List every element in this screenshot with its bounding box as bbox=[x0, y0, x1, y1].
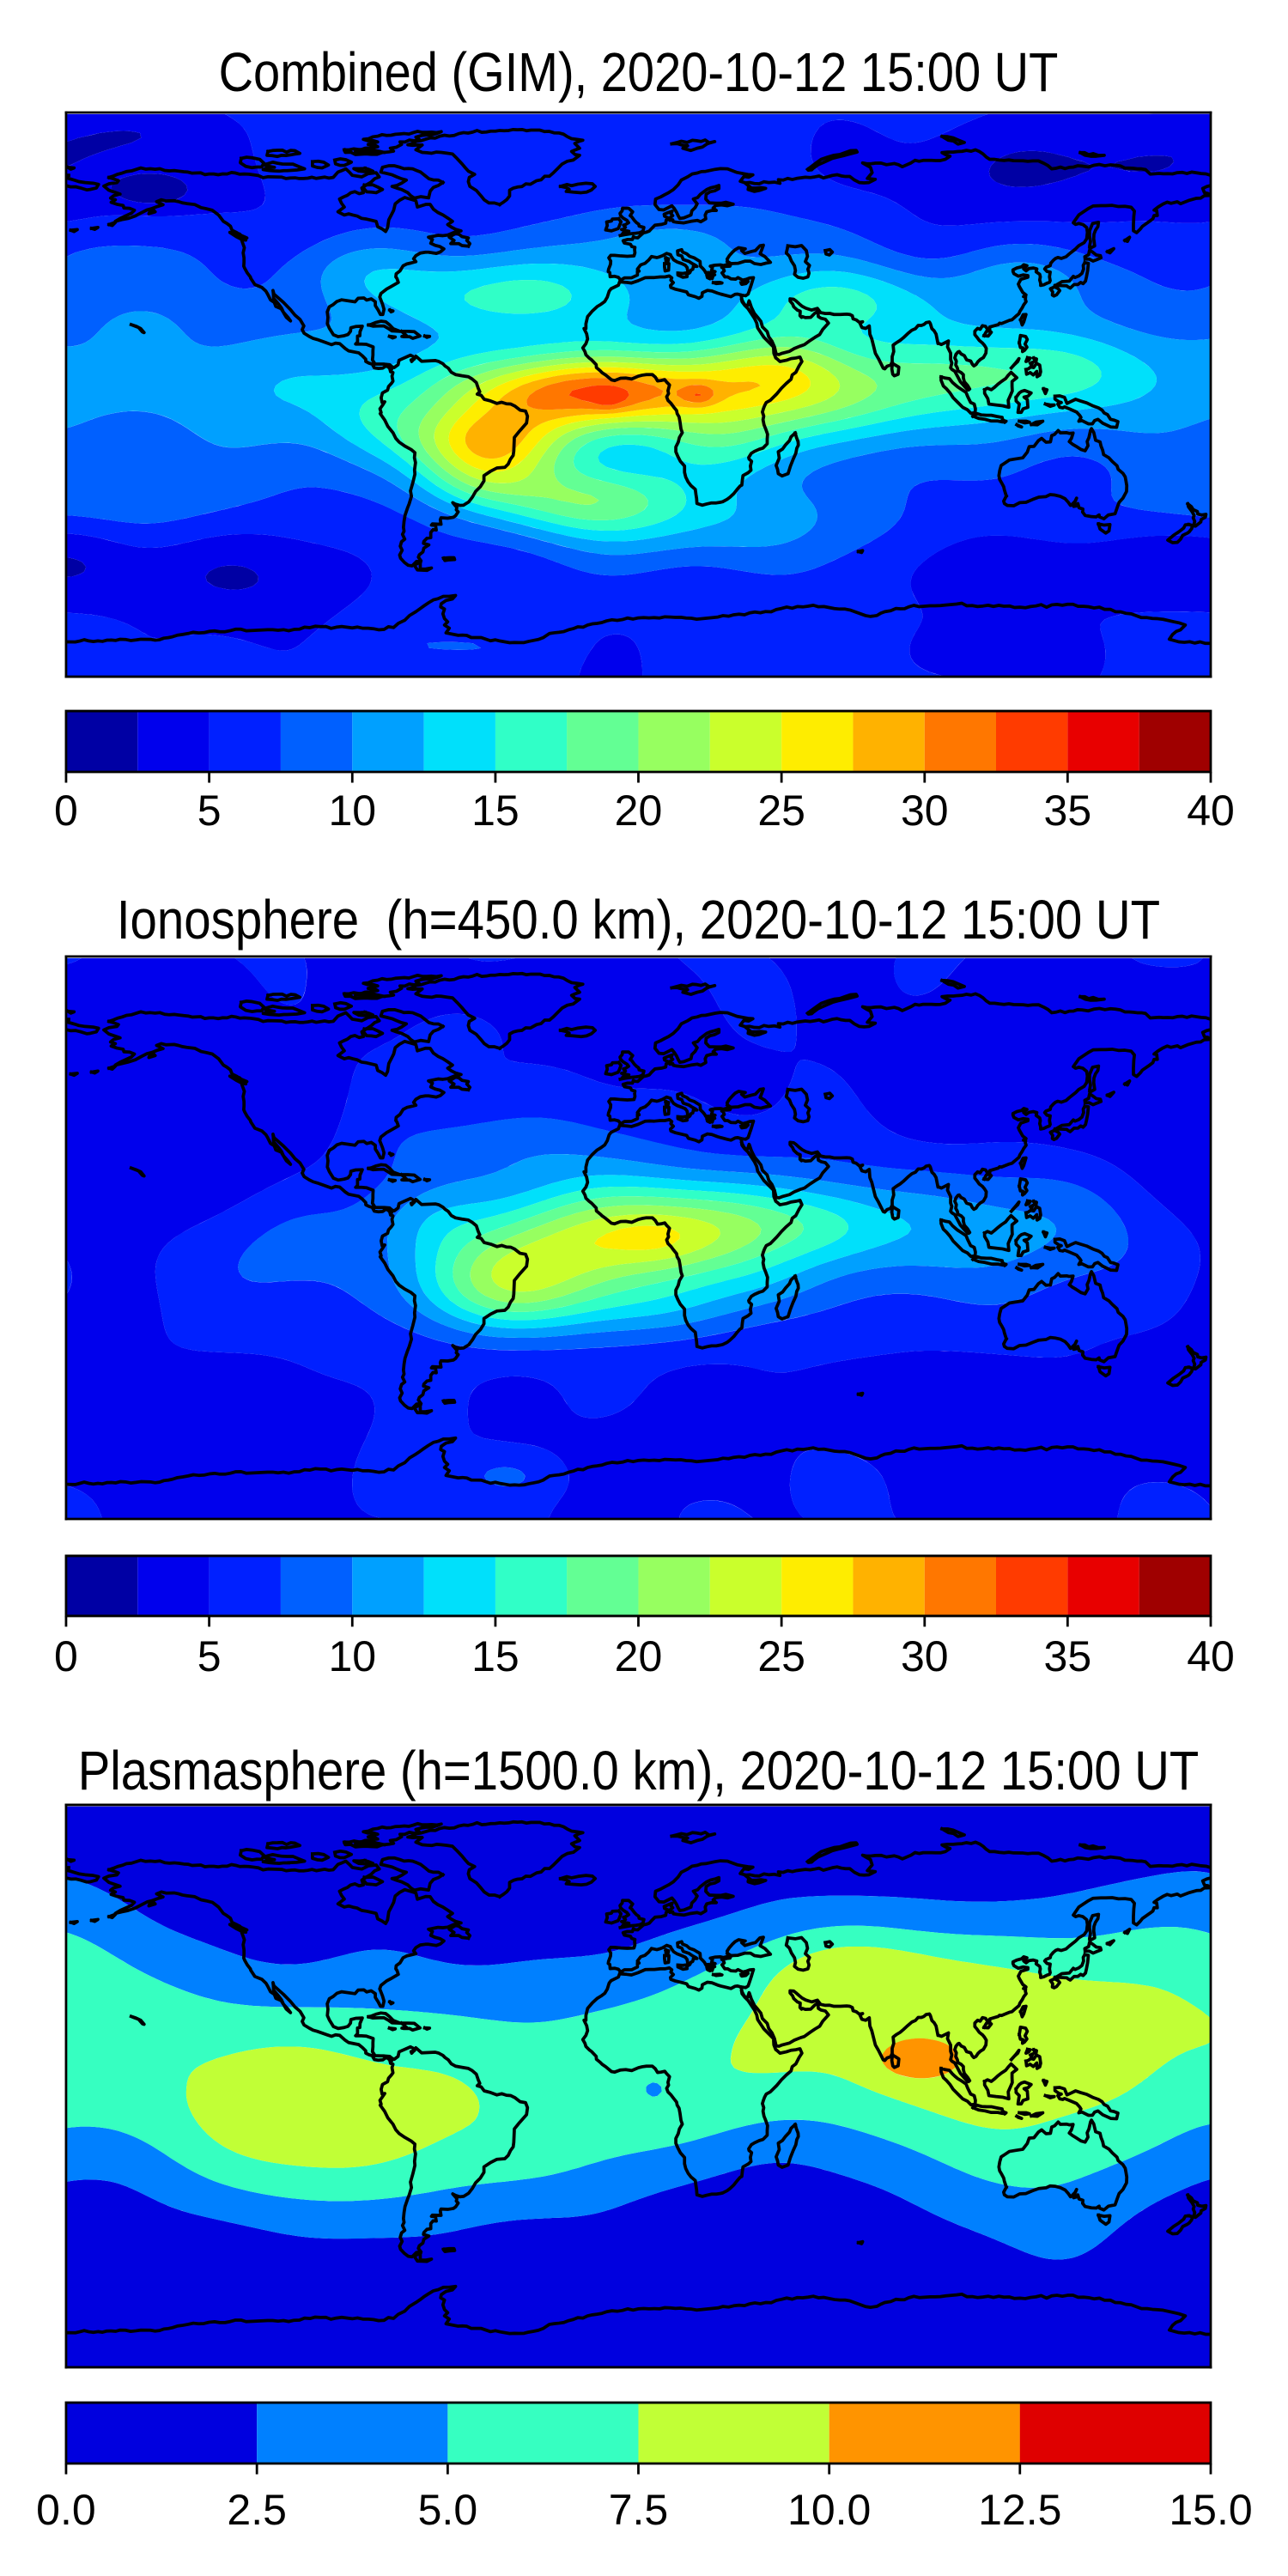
svg-text:25: 25 bbox=[757, 1632, 805, 1680]
svg-text:20: 20 bbox=[615, 787, 663, 835]
svg-text:0: 0 bbox=[54, 787, 78, 835]
svg-text:Plasmasphere (h=1500.0 km), 20: Plasmasphere (h=1500.0 km), 2020-10-12 1… bbox=[78, 1740, 1200, 1801]
svg-text:0: 0 bbox=[54, 1632, 78, 1680]
svg-text:Ionosphere (h=450.0 km), 2020: Ionosphere (h=450.0 km), 2020-10-12 15:0… bbox=[117, 889, 1160, 951]
svg-text:10.0: 10.0 bbox=[787, 2486, 871, 2534]
svg-text:0.0: 0.0 bbox=[36, 2486, 96, 2534]
svg-text:10: 10 bbox=[328, 1632, 376, 1680]
svg-text:15: 15 bbox=[471, 787, 519, 835]
svg-text:Combined (GIM), 2020-10-12 15:: Combined (GIM), 2020-10-12 15:00 UT bbox=[219, 41, 1059, 103]
svg-text:35: 35 bbox=[1044, 787, 1092, 835]
svg-text:15.0: 15.0 bbox=[1169, 2486, 1252, 2534]
svg-text:10: 10 bbox=[328, 787, 376, 835]
svg-text:40: 40 bbox=[1187, 1632, 1235, 1680]
svg-text:2.5: 2.5 bbox=[227, 2486, 287, 2534]
svg-text:15: 15 bbox=[471, 1632, 519, 1680]
svg-text:12.5: 12.5 bbox=[978, 2486, 1061, 2534]
svg-text:30: 30 bbox=[901, 787, 949, 835]
svg-text:30: 30 bbox=[901, 1632, 949, 1680]
svg-text:25: 25 bbox=[757, 787, 805, 835]
svg-text:5.0: 5.0 bbox=[418, 2486, 478, 2534]
svg-text:5: 5 bbox=[197, 787, 222, 835]
svg-text:20: 20 bbox=[615, 1632, 663, 1680]
svg-text:35: 35 bbox=[1044, 1632, 1092, 1680]
svg-text:5: 5 bbox=[197, 1632, 222, 1680]
svg-text:7.5: 7.5 bbox=[609, 2486, 669, 2534]
svg-text:40: 40 bbox=[1187, 787, 1235, 835]
